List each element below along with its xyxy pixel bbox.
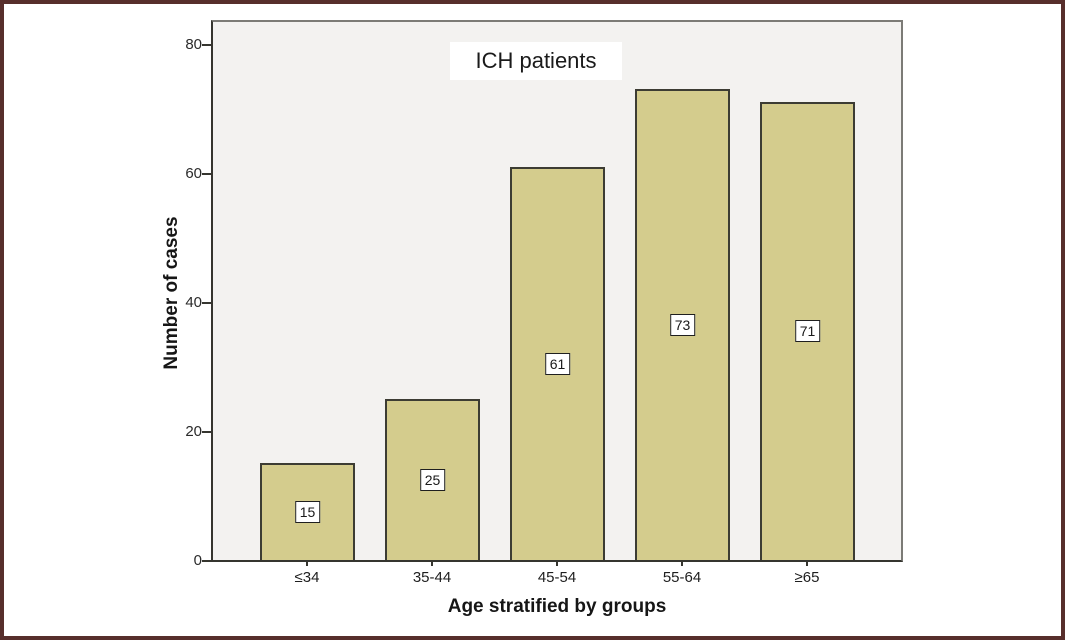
bar: 25: [385, 399, 480, 560]
y-tick-mark: [202, 173, 211, 175]
bar-value-label: 15: [294, 500, 321, 523]
y-axis-title: Number of cases: [161, 216, 182, 370]
x-tick-mark: [681, 562, 683, 566]
bar-value-label: 71: [794, 320, 821, 342]
chart-title-box: ICH patients: [450, 42, 622, 80]
x-tick-label: 35-44: [412, 569, 452, 586]
x-tick-label: ≥65: [794, 569, 820, 586]
bar-value-label: 73: [669, 313, 696, 336]
x-tick-label: 45-54: [537, 569, 577, 586]
x-axis-title: Age stratified by groups: [447, 596, 667, 617]
x-tick-mark: [306, 562, 308, 566]
plot-area: ICH patients 15 25 61 73 71: [211, 20, 903, 562]
y-tick-label: 80: [185, 36, 202, 53]
y-tick-label: 60: [185, 165, 202, 182]
bar: 71: [760, 102, 855, 560]
bar: 15: [260, 463, 355, 560]
chart-title: ICH patients: [475, 48, 597, 73]
bar-value-label: 25: [419, 468, 446, 491]
x-tick-mark: [431, 562, 433, 566]
y-tick-label: 40: [185, 294, 202, 311]
x-tick-mark: [806, 562, 808, 566]
x-tick-label: 55-64: [662, 569, 702, 586]
y-tick-mark: [202, 431, 211, 433]
bar: 61: [510, 167, 605, 560]
y-tick-mark: [202, 302, 211, 304]
y-tick-label: 0: [193, 552, 202, 569]
y-tick-label: 20: [185, 423, 202, 440]
x-tick-label: ≤34: [294, 569, 320, 586]
bar: 73: [635, 89, 730, 560]
y-tick-mark: [202, 44, 211, 46]
x-tick-mark: [556, 562, 558, 566]
y-tick-mark: [202, 560, 211, 562]
bar-value-label: 61: [544, 352, 571, 375]
